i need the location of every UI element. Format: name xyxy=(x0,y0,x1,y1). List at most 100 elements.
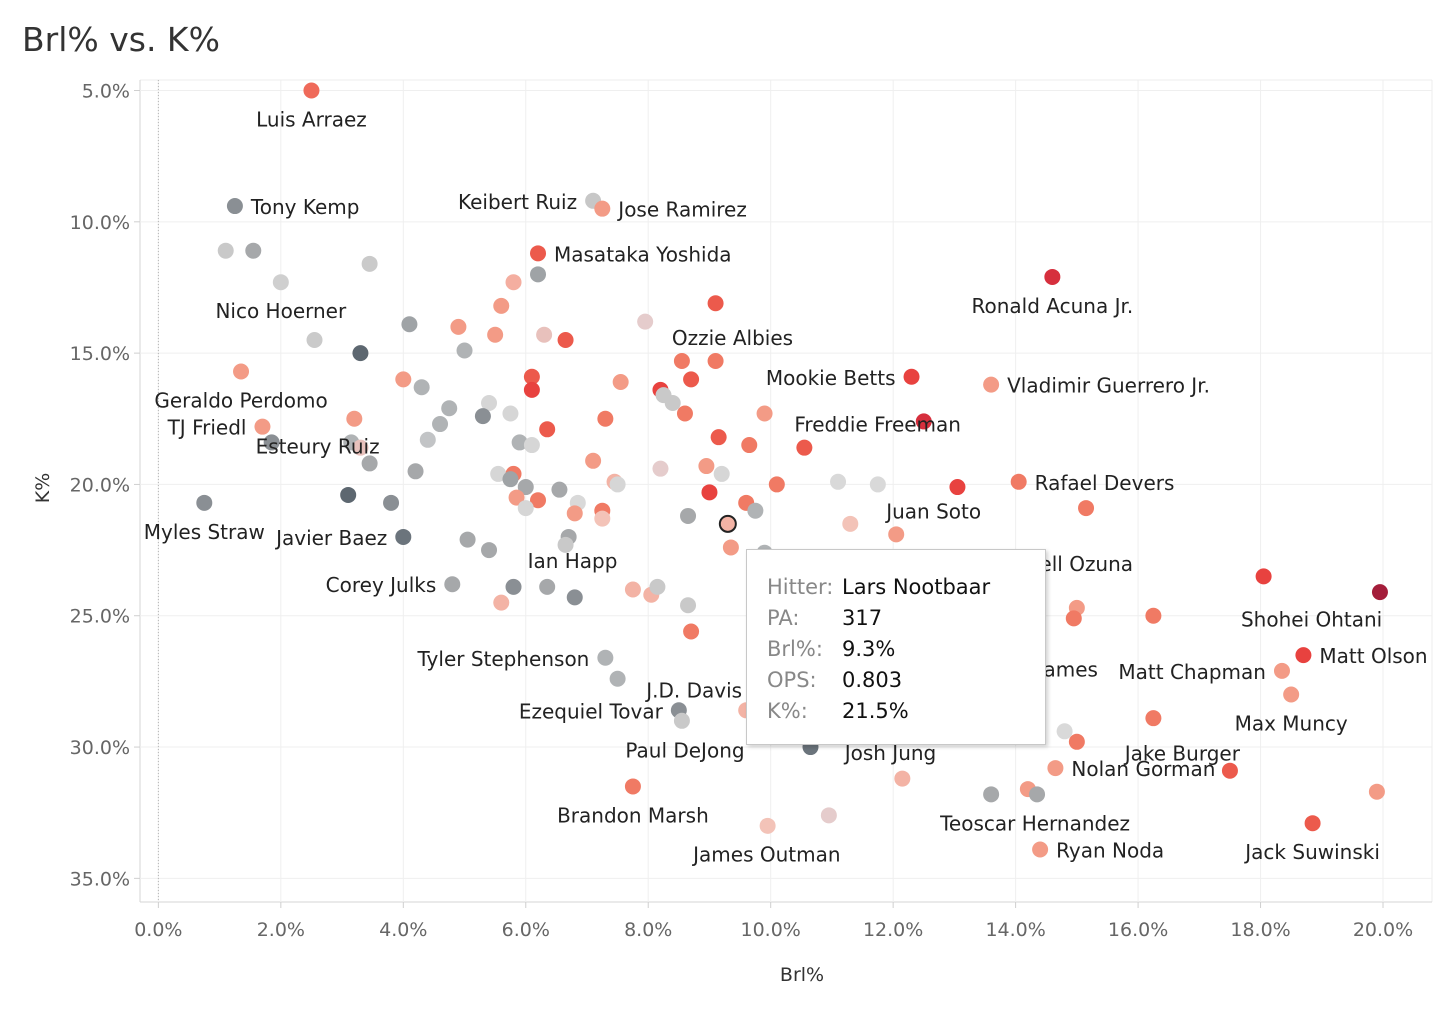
data-point[interactable] xyxy=(713,465,730,482)
data-point[interactable] xyxy=(523,381,540,398)
data-point[interactable] xyxy=(707,295,724,312)
data-point[interactable] xyxy=(502,471,519,488)
data-point[interactable] xyxy=(459,531,476,548)
data-point[interactable] xyxy=(756,405,773,422)
data-point[interactable] xyxy=(747,502,764,519)
data-point[interactable] xyxy=(352,439,369,456)
data-point[interactable] xyxy=(612,374,629,391)
data-point[interactable] xyxy=(523,368,540,385)
data-point[interactable] xyxy=(652,460,669,477)
data-point[interactable] xyxy=(487,326,504,343)
data-point[interactable] xyxy=(698,458,715,475)
data-point[interactable] xyxy=(597,410,614,427)
data-point[interactable] xyxy=(508,489,525,506)
data-point[interactable] xyxy=(441,400,458,417)
data-point[interactable] xyxy=(1078,500,1095,517)
data-point[interactable] xyxy=(1047,760,1064,777)
data-point[interactable] xyxy=(683,623,700,640)
data-point[interactable] xyxy=(272,274,289,291)
data-point[interactable] xyxy=(306,331,323,348)
data-point[interactable] xyxy=(1255,568,1272,585)
data-point[interactable] xyxy=(450,318,467,335)
data-point[interactable] xyxy=(530,266,547,283)
data-point[interactable] xyxy=(1065,610,1082,627)
data-point[interactable] xyxy=(352,345,369,362)
data-point[interactable] xyxy=(768,476,785,493)
data-point[interactable] xyxy=(456,342,473,359)
data-point[interactable] xyxy=(888,526,905,543)
data-point[interactable] xyxy=(673,353,690,370)
data-point[interactable] xyxy=(1221,762,1238,779)
data-point[interactable] xyxy=(830,473,847,490)
data-point[interactable] xyxy=(1032,841,1049,858)
data-point[interactable] xyxy=(710,429,727,446)
data-point[interactable] xyxy=(624,778,641,795)
data-point[interactable] xyxy=(432,416,449,433)
data-point[interactable] xyxy=(493,297,510,314)
data-point[interactable] xyxy=(395,371,412,388)
data-point[interactable] xyxy=(539,421,556,438)
data-point[interactable] xyxy=(722,539,739,556)
data-point[interactable] xyxy=(502,405,519,422)
data-point[interactable] xyxy=(609,476,626,493)
data-point[interactable] xyxy=(1044,268,1061,285)
data-point[interactable] xyxy=(401,316,418,333)
data-point[interactable] xyxy=(419,431,436,448)
data-point[interactable] xyxy=(609,670,626,687)
data-point[interactable] xyxy=(594,510,611,527)
data-point[interactable] xyxy=(566,589,583,606)
data-point[interactable] xyxy=(1029,786,1046,803)
data-point[interactable] xyxy=(673,712,690,729)
data-point[interactable] xyxy=(707,353,724,370)
data-point[interactable] xyxy=(444,576,461,593)
data-point[interactable] xyxy=(217,242,234,259)
data-point[interactable] xyxy=(983,786,1000,803)
data-point[interactable] xyxy=(226,198,243,215)
data-point[interactable] xyxy=(594,200,611,217)
data-point[interactable] xyxy=(536,326,553,343)
data-point[interactable] xyxy=(701,484,718,501)
data-point[interactable] xyxy=(395,528,412,545)
data-point[interactable] xyxy=(505,578,522,595)
data-point[interactable] xyxy=(1295,647,1312,664)
data-point[interactable] xyxy=(1304,815,1321,832)
data-point[interactable] xyxy=(1371,584,1388,601)
data-point[interactable] xyxy=(820,807,837,824)
data-point[interactable] xyxy=(1068,733,1085,750)
data-point[interactable] xyxy=(481,542,498,559)
data-point[interactable] xyxy=(869,476,886,493)
data-point[interactable] xyxy=(894,770,911,787)
data-point[interactable] xyxy=(680,507,697,524)
data-point[interactable] xyxy=(1145,607,1162,624)
data-point[interactable] xyxy=(1368,783,1385,800)
data-point[interactable] xyxy=(254,418,271,435)
data-point[interactable] xyxy=(759,817,776,834)
data-point[interactable] xyxy=(903,368,920,385)
data-point[interactable] xyxy=(481,395,498,412)
data-point[interactable] xyxy=(407,463,424,480)
data-point[interactable] xyxy=(413,379,430,396)
data-point[interactable] xyxy=(245,242,262,259)
data-point[interactable] xyxy=(624,581,641,598)
data-point[interactable] xyxy=(361,455,378,472)
data-point[interactable] xyxy=(361,255,378,272)
data-point[interactable] xyxy=(523,437,540,454)
data-point[interactable] xyxy=(346,410,363,427)
data-point[interactable] xyxy=(539,578,556,595)
data-point[interactable] xyxy=(796,439,813,456)
data-point[interactable] xyxy=(949,479,966,496)
data-point[interactable] xyxy=(474,408,491,425)
data-point[interactable] xyxy=(585,452,602,469)
data-point[interactable] xyxy=(383,494,400,511)
data-point[interactable] xyxy=(1283,686,1300,703)
data-point[interactable] xyxy=(664,395,681,412)
data-point[interactable] xyxy=(566,505,583,522)
data-point[interactable] xyxy=(263,434,280,451)
data-point[interactable] xyxy=(557,331,574,348)
data-point[interactable] xyxy=(1010,473,1027,490)
data-point[interactable] xyxy=(637,313,654,330)
data-point[interactable] xyxy=(680,597,697,614)
data-point[interactable] xyxy=(597,649,614,666)
data-point[interactable] xyxy=(196,494,213,511)
data-point[interactable] xyxy=(1056,723,1073,740)
